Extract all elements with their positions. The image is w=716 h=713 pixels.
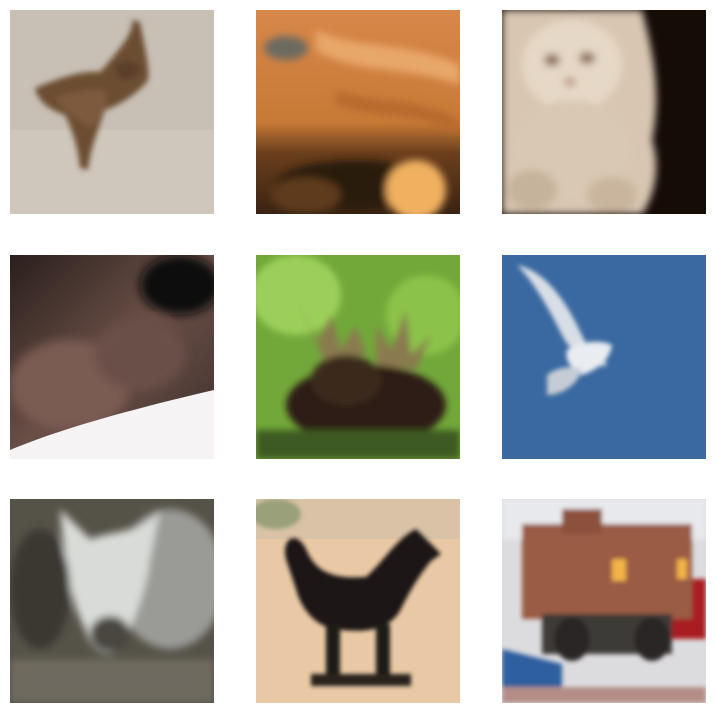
tile-white-horse [10,499,214,703]
tile-bird [502,255,706,459]
truck-image [502,499,706,703]
white-cat-image [502,10,706,214]
bird-image [502,255,706,459]
tile-dark-object [10,255,214,459]
cat-closeup-image [256,10,460,214]
tile-white-cat [502,10,706,214]
frog-image [10,10,214,214]
moose-image [256,255,460,459]
dark-object-image [10,255,214,459]
tile-moose [256,255,460,459]
dark-horse-image [256,499,460,703]
tile-truck [502,499,706,703]
tile-dark-horse [256,499,460,703]
tile-frog [10,10,214,214]
tile-cat-closeup [256,10,460,214]
white-horse-image [10,499,214,703]
